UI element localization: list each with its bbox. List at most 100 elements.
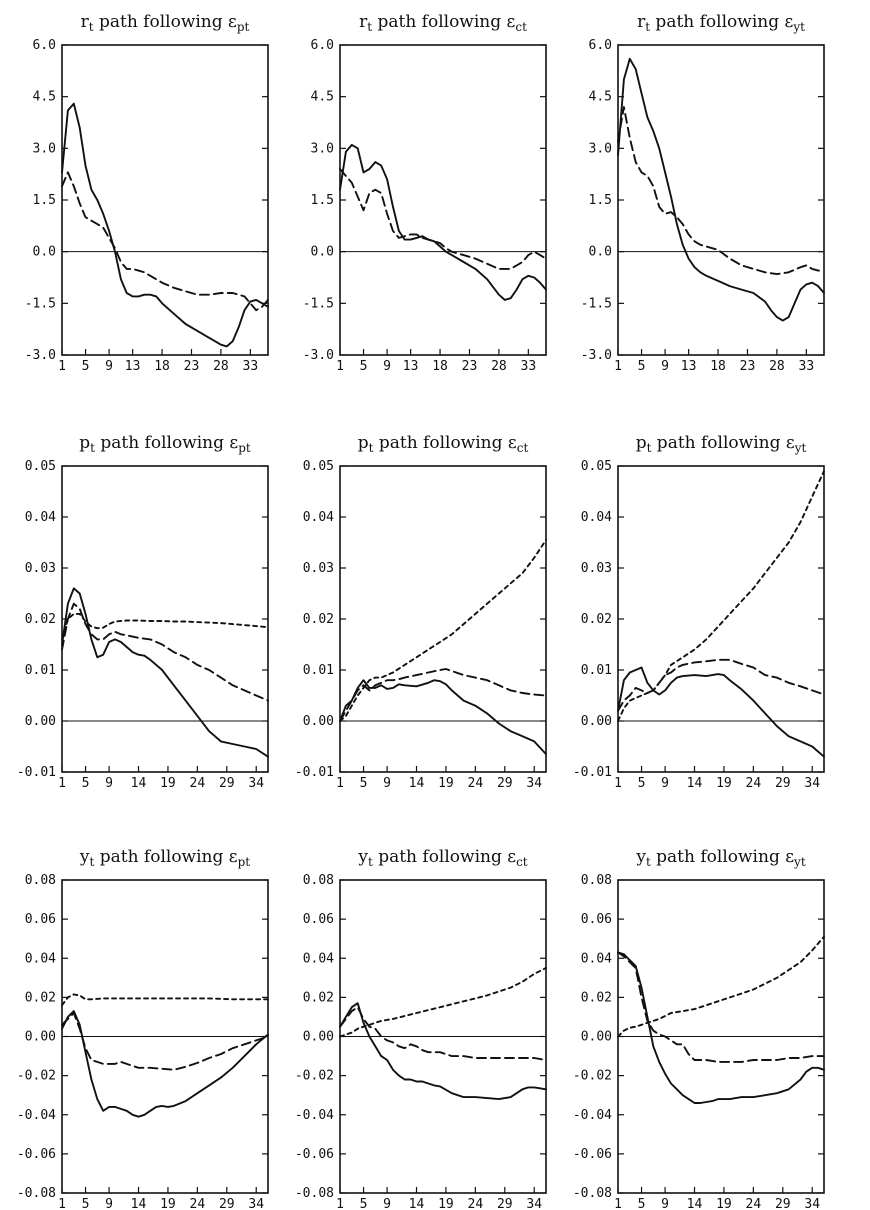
series-line-dotted xyxy=(61,612,269,641)
chart-title: yt path following εyt xyxy=(635,847,805,869)
y-tick-label: 0.00 xyxy=(25,714,56,729)
y-tick-label: 1.5 xyxy=(33,193,56,208)
x-tick-label: 28 xyxy=(213,359,229,374)
chart-title-part: ε xyxy=(229,433,238,453)
series-line-dotted xyxy=(617,935,825,1038)
series-line-dotted xyxy=(339,967,547,1038)
x-tick-label: 19 xyxy=(716,776,732,791)
chart-title-part: yt xyxy=(792,20,805,34)
x-tick-label: 23 xyxy=(184,359,200,374)
x-tick-label: 34 xyxy=(248,1197,264,1210)
chart-title-part: ε xyxy=(507,12,516,32)
chart-title-part: path following xyxy=(372,12,506,32)
series-line-solid xyxy=(61,102,269,348)
y-tick-label: 1.5 xyxy=(589,193,612,208)
chart-title-part: y xyxy=(635,847,646,867)
y-tick-label: 0.0 xyxy=(311,245,334,260)
x-tick-label: 1 xyxy=(336,1197,344,1210)
chart-title-part: t xyxy=(89,855,94,869)
y-tick-label: -3.0 xyxy=(303,348,334,363)
chart-title-part: pt xyxy=(238,441,251,455)
series-line-solid xyxy=(339,679,547,756)
plot-frame xyxy=(617,44,825,356)
y-tick-label: -0.06 xyxy=(17,1147,56,1162)
y-tick-label: 6.0 xyxy=(589,38,612,53)
x-tick-label: 24 xyxy=(746,1197,762,1210)
x-tick-label: 19 xyxy=(716,1197,732,1210)
y-tick-label: 4.5 xyxy=(589,90,612,105)
chart-panel: rt path following εyt 6.0 4.5 3.0 1.5 0.0 -1.5… xyxy=(581,12,825,374)
chart-title-part: p xyxy=(358,433,369,453)
y-tick-label: 1.5 xyxy=(311,193,334,208)
x-tick-label: 1 xyxy=(58,1197,66,1210)
series-line-dotted xyxy=(61,993,269,1007)
y-tick-label: 0.01 xyxy=(303,663,334,678)
chart-title-part: r xyxy=(81,12,90,32)
y-tick-label: 0.06 xyxy=(303,912,334,927)
y-tick-label: 0.05 xyxy=(25,459,56,474)
x-tick-label: 18 xyxy=(432,359,448,374)
x-tick-label: 9 xyxy=(105,1197,113,1210)
chart-title-part: t xyxy=(367,20,372,34)
y-tick-label: 0.08 xyxy=(581,873,612,888)
x-tick-label: 18 xyxy=(154,359,170,374)
x-tick-label: 29 xyxy=(775,1197,791,1210)
x-tick-label: 19 xyxy=(160,776,176,791)
chart-title-part: path following xyxy=(373,433,507,453)
x-tick-label: 5 xyxy=(360,359,368,374)
y-tick-label: 0.04 xyxy=(25,951,56,966)
x-tick-label: 9 xyxy=(105,776,113,791)
y-tick-label: -3.0 xyxy=(581,348,612,363)
plot-frame xyxy=(617,879,825,1194)
x-tick-label: 1 xyxy=(614,1197,622,1210)
x-tick-label: 24 xyxy=(468,1197,484,1210)
chart-title-part: ct xyxy=(515,20,527,34)
x-tick-label: 5 xyxy=(638,1197,646,1210)
x-tick-label: 13 xyxy=(403,359,419,374)
y-tick-label: 0.06 xyxy=(25,912,56,927)
plot-frame xyxy=(339,44,547,356)
y-tick-label: 6.0 xyxy=(33,38,56,53)
x-tick-label: 24 xyxy=(746,776,762,791)
series-line-solid xyxy=(61,1010,269,1118)
y-tick-label: -0.02 xyxy=(573,1069,612,1084)
chart-title-part: ε xyxy=(785,847,794,867)
series-line-solid xyxy=(617,951,825,1104)
x-tick-label: 9 xyxy=(661,359,669,374)
x-tick-label: 1 xyxy=(614,776,622,791)
y-tick-label: -0.01 xyxy=(295,765,334,780)
y-tick-label: 0.0 xyxy=(589,245,612,260)
y-tick-label: 0.00 xyxy=(303,1030,334,1045)
chart-title: rt path following εyt xyxy=(637,12,805,34)
chart-title: pt path following εct xyxy=(358,433,529,455)
y-tick-label: -0.02 xyxy=(295,1069,334,1084)
x-tick-label: 29 xyxy=(497,776,513,791)
x-tick-label: 5 xyxy=(360,776,368,791)
chart-title-part: p xyxy=(636,433,647,453)
x-tick-label: 18 xyxy=(710,359,726,374)
y-tick-label: 0.03 xyxy=(25,561,56,576)
x-tick-label: 33 xyxy=(521,359,537,374)
chart-title-part: y xyxy=(79,847,90,867)
y-tick-label: 0.04 xyxy=(581,510,612,525)
series-line-dashed xyxy=(617,951,825,1063)
x-tick-label: 5 xyxy=(82,776,90,791)
x-tick-label: 5 xyxy=(360,1197,368,1210)
chart-title: yt path following εpt xyxy=(79,847,250,869)
chart-title-part: t xyxy=(368,855,373,869)
x-tick-label: 1 xyxy=(336,776,344,791)
x-tick-label: 5 xyxy=(82,1197,90,1210)
chart-title: rt path following εct xyxy=(359,12,527,34)
chart-title-part: ct xyxy=(517,441,529,455)
y-tick-label: 0.04 xyxy=(303,510,334,525)
x-tick-label: 9 xyxy=(383,776,391,791)
y-tick-label: 0.08 xyxy=(303,873,334,888)
y-tick-label: -0.04 xyxy=(295,1108,334,1123)
chart-panel: yt path following εct 0.08 0.06 0.04 0.02 0.0… xyxy=(295,847,547,1210)
x-tick-label: 14 xyxy=(409,776,425,791)
y-tick-label: -1.5 xyxy=(303,296,334,311)
plot-frame xyxy=(61,465,269,773)
chart-title-part: path following xyxy=(94,12,228,32)
chart-title-part: t xyxy=(90,441,95,455)
